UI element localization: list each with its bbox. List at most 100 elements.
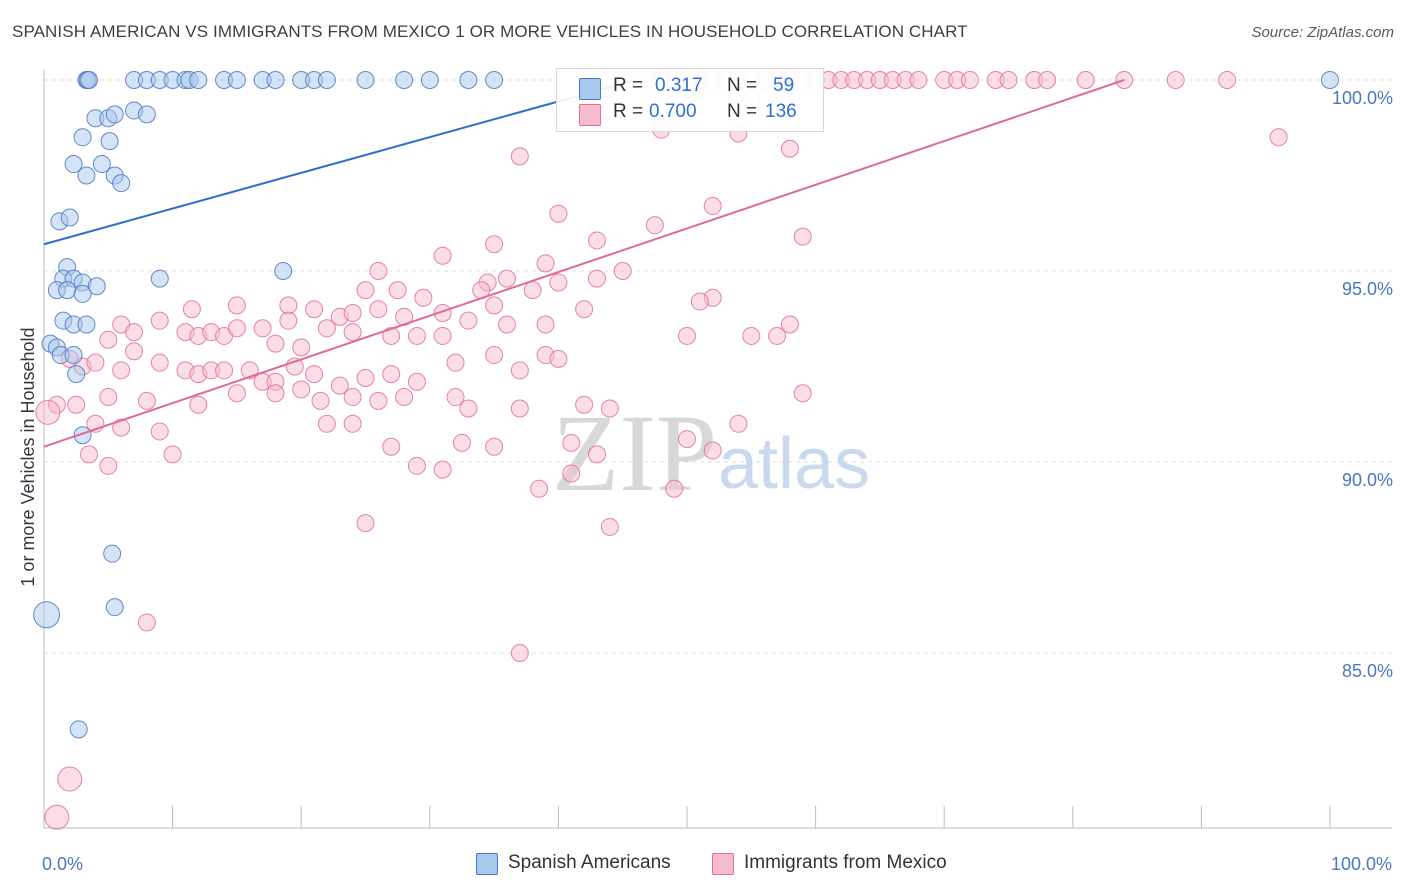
data-point <box>433 326 452 345</box>
data-point <box>600 517 619 536</box>
data-point <box>369 391 388 410</box>
data-point <box>163 445 182 464</box>
data-point <box>57 766 83 792</box>
data-point <box>92 155 111 174</box>
data-point <box>459 71 478 89</box>
trendline-immigrants-from-mexico <box>43 79 1125 448</box>
data-point <box>562 464 581 483</box>
y-tick-label: 100.0% <box>1332 88 1393 108</box>
data-point <box>485 346 504 365</box>
watermark-atlas: atlas <box>718 424 870 504</box>
data-point <box>382 365 401 384</box>
data-point <box>73 128 92 147</box>
y-tick-label: 85.0% <box>1342 661 1393 681</box>
data-point <box>1269 128 1288 147</box>
data-point <box>305 300 324 319</box>
data-point <box>266 334 285 353</box>
data-point <box>343 304 362 323</box>
data-point <box>73 284 92 303</box>
data-point <box>485 235 504 254</box>
data-point <box>317 414 336 433</box>
data-point <box>227 296 246 315</box>
data-point <box>536 254 555 273</box>
data-point <box>510 644 529 662</box>
data-point <box>587 445 606 464</box>
data-point <box>459 399 478 418</box>
data-point <box>395 71 414 89</box>
data-point <box>64 346 83 365</box>
y-tick-label: 95.0% <box>1342 279 1393 299</box>
data-point <box>780 139 799 158</box>
data-point <box>343 323 362 342</box>
data-point <box>485 437 504 456</box>
data-point <box>266 71 285 89</box>
data-point <box>1166 71 1185 89</box>
data-point <box>395 388 414 407</box>
data-point <box>433 460 452 479</box>
data-point <box>510 147 529 166</box>
y-tick-label: 90.0% <box>1342 470 1393 490</box>
data-point <box>497 269 516 288</box>
legend-n-value: 59 <box>773 75 795 96</box>
trendlines <box>43 79 1125 448</box>
data-point <box>703 197 722 216</box>
data-point <box>292 338 311 357</box>
data-point <box>343 414 362 433</box>
data-point <box>729 414 748 433</box>
data-point <box>665 479 684 498</box>
data-point <box>105 598 124 617</box>
y-tick-labels: 85.0% 90.0% 95.0% 100.0% <box>1332 88 1393 681</box>
data-point <box>575 300 594 319</box>
data-point <box>77 315 96 334</box>
data-point <box>64 155 83 174</box>
data-point <box>446 388 465 407</box>
data-point <box>279 296 298 315</box>
trendline-spanish-americans <box>43 79 636 246</box>
data-point <box>58 281 77 300</box>
data-point <box>1321 71 1339 89</box>
data-point <box>369 300 388 319</box>
data-point <box>562 433 581 452</box>
data-point <box>189 71 208 89</box>
data-point <box>485 71 504 89</box>
data-point <box>150 269 169 288</box>
data-point <box>1218 71 1237 89</box>
data-point <box>613 262 632 280</box>
data-point <box>549 204 568 223</box>
data-point <box>587 269 606 288</box>
data-point <box>60 208 79 227</box>
data-point <box>433 304 452 323</box>
data-point <box>67 365 86 384</box>
axes <box>43 70 1392 829</box>
legend-n-label: N = <box>727 75 758 96</box>
data-point <box>960 71 979 89</box>
data-point <box>317 71 336 89</box>
data-point <box>67 395 86 414</box>
data-point <box>215 361 234 380</box>
data-point <box>80 445 99 464</box>
data-point <box>1038 71 1057 89</box>
data-point <box>523 281 542 300</box>
data-point <box>909 71 928 89</box>
data-point <box>86 353 105 372</box>
data-point <box>182 300 201 319</box>
data-point <box>343 388 362 407</box>
data-point <box>305 365 324 384</box>
data-point <box>99 330 118 349</box>
data-point <box>497 315 516 334</box>
series-immigrants-from-mexico <box>35 71 1288 830</box>
data-point <box>356 71 375 89</box>
data-point <box>227 384 246 403</box>
legend-r-label: R = <box>613 101 644 122</box>
legend-swatch-blue <box>579 78 601 100</box>
data-point <box>100 132 119 151</box>
data-point <box>536 315 555 334</box>
data-point <box>356 514 375 533</box>
data-point <box>768 326 787 345</box>
data-point <box>703 441 722 460</box>
correlation-legend: R = 0.317 N = 59 R = 0.700 N = 136 <box>556 68 824 132</box>
source-label: Source: ZipAtlas.com <box>1251 24 1394 41</box>
data-point <box>279 311 298 330</box>
data-point <box>678 430 696 449</box>
